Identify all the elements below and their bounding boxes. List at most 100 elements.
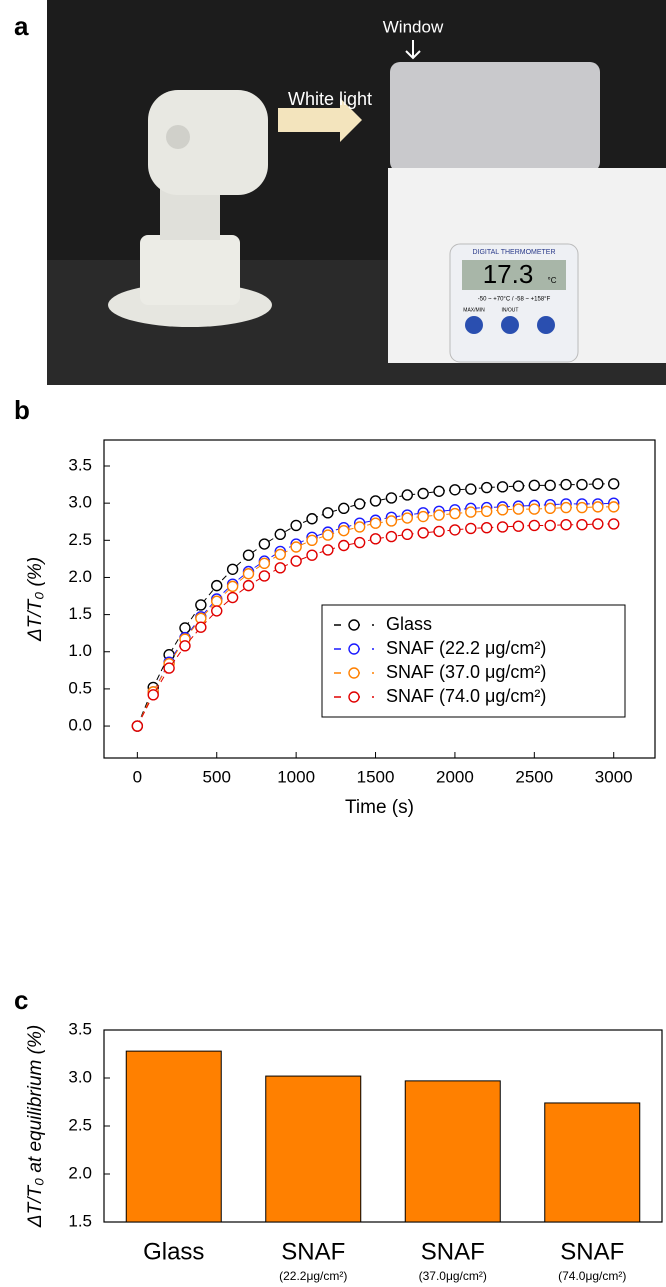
legend-label: SNAF (37.0 μg/cm²) (386, 662, 546, 682)
marker (353, 536, 366, 549)
marker (433, 509, 445, 521)
marker (258, 557, 271, 570)
marker (576, 478, 588, 491)
bar (265, 1075, 362, 1223)
x-tick-label: 1500 (357, 767, 395, 786)
marker (496, 504, 509, 516)
legend-marker (348, 667, 360, 679)
marker (195, 621, 207, 633)
marker (274, 548, 286, 561)
thermometer-reading: 17.3 (483, 259, 534, 289)
marker (211, 605, 223, 617)
y-tick-label: 3.5 (68, 1019, 92, 1038)
marker (195, 599, 207, 611)
x-tick-label: 500 (203, 767, 231, 786)
marker (528, 503, 541, 515)
marker (226, 563, 239, 575)
lamp-head (148, 90, 268, 195)
marker (290, 541, 302, 553)
photo-panel: White light Window DIGITAL THERMOMETER 1… (14, 0, 666, 385)
marker (242, 549, 255, 561)
marker (322, 529, 334, 541)
legend-marker (348, 691, 360, 703)
bar (544, 1102, 641, 1223)
y-tick-label: 3.0 (68, 1067, 92, 1086)
light-label: White light (288, 89, 372, 109)
marker (512, 503, 525, 515)
marker (465, 522, 477, 535)
x-tick-sublabel: (37.0μg/cm²) (419, 1269, 487, 1283)
y-tick-label: 1.5 (68, 604, 92, 623)
y-tick-label: 1.5 (68, 1211, 92, 1230)
marker (258, 538, 271, 550)
marker (496, 481, 509, 493)
marker (369, 495, 382, 507)
marker (433, 525, 445, 538)
marker (385, 515, 398, 527)
thermometer-button (501, 316, 519, 334)
marker (306, 549, 318, 561)
legend-marker (348, 643, 360, 655)
marker (226, 591, 239, 604)
marker (480, 521, 493, 534)
bar (404, 1080, 501, 1223)
marker (274, 528, 286, 541)
marker (401, 512, 413, 524)
y-tick-label: 3.5 (68, 455, 92, 474)
marker (322, 507, 334, 519)
marker (353, 498, 366, 510)
marker (528, 519, 541, 532)
marker (528, 479, 541, 492)
marker (385, 492, 398, 504)
marker (401, 528, 413, 541)
marker (211, 579, 223, 592)
x-tick-label: 1000 (277, 767, 315, 786)
marker (449, 524, 461, 536)
marker (290, 555, 302, 567)
legend-label: Glass (386, 614, 432, 634)
marker (258, 570, 271, 582)
marker (465, 483, 477, 495)
x-tick-label: SNAF (281, 1238, 345, 1265)
marker (369, 533, 382, 545)
legend-label: SNAF (22.2 μg/cm²) (386, 638, 546, 658)
marker (496, 521, 509, 533)
marker (592, 501, 604, 513)
marker (242, 579, 255, 592)
marker (226, 580, 239, 593)
thermometer-title: DIGITAL THERMOMETER (472, 249, 555, 256)
marker (608, 478, 620, 490)
y-tick-label: 0.0 (68, 716, 92, 735)
x-tick-label: 2000 (436, 767, 474, 786)
bar (125, 1050, 222, 1223)
legend-marker (348, 619, 360, 631)
marker (560, 478, 572, 491)
marker (449, 507, 461, 520)
legend-label: SNAF (74.0 μg/cm²) (386, 686, 546, 706)
marker (131, 720, 144, 732)
x-tick-label: 0 (133, 767, 142, 786)
marker (512, 480, 525, 492)
marker (544, 479, 556, 492)
thermometer-unit: °C (548, 276, 557, 285)
marker (290, 519, 302, 532)
y-tick-label: 2.5 (68, 530, 92, 549)
marker (179, 622, 191, 634)
lamp-stand (140, 235, 240, 305)
legend-box (321, 604, 626, 718)
marker (480, 481, 493, 494)
light-arrow (278, 98, 362, 142)
button-label: IN/OUT (502, 307, 519, 313)
marker (338, 502, 350, 515)
y-axis-title: ΔT/T₀ at equilibrium (%) (25, 1025, 46, 1228)
window-label: Window (383, 17, 444, 36)
x-tick-label: SNAF (560, 1238, 624, 1265)
marker (560, 519, 572, 531)
legend: Glass SNAF (22.2 μg/cm²) SNAF (37.0 μg/cm²… (321, 604, 626, 718)
panel-label: b (14, 395, 30, 425)
marker (433, 485, 445, 497)
window-arrow (405, 40, 421, 60)
marker (592, 518, 604, 530)
marker (592, 478, 604, 490)
marker (179, 640, 191, 652)
